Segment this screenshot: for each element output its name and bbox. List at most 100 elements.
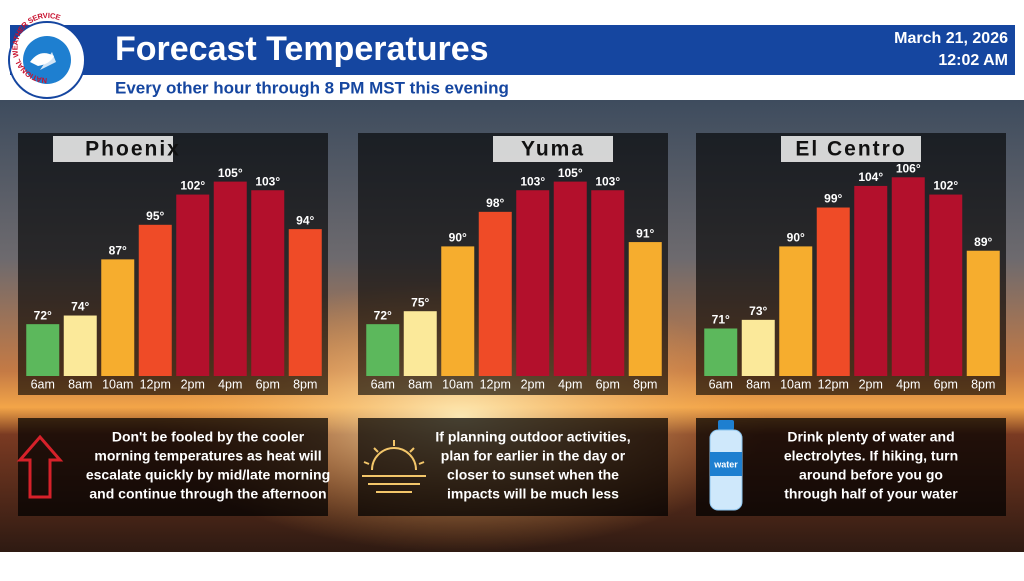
bar [741, 319, 775, 376]
value-label: 103° [595, 174, 620, 188]
x-tick-label: 8pm [633, 377, 657, 391]
sunset-icon [362, 440, 426, 493]
chart-title-box [493, 136, 613, 162]
value-label: 102° [180, 179, 205, 193]
tip-panel [18, 418, 328, 516]
bar [854, 185, 888, 376]
subtitle-bar [10, 75, 1015, 100]
bar [553, 181, 587, 376]
value-label: 74° [71, 300, 89, 314]
bar [441, 246, 475, 376]
x-tick-label: 10am [780, 377, 811, 391]
bar [403, 311, 437, 376]
x-tick-label: 8am [408, 377, 432, 391]
value-label: 98° [486, 196, 504, 210]
tip-text: and continue through the afternoon [89, 486, 326, 502]
x-tick-label: 6am [31, 377, 55, 391]
x-tick-label: 12pm [818, 377, 849, 391]
bar [63, 315, 97, 376]
header-time: 12:02 AM [938, 52, 1008, 69]
x-tick-label: 4pm [896, 377, 920, 391]
value-label: 90° [787, 231, 805, 245]
chart-title: El Centro [795, 138, 906, 161]
chart-title-box [781, 136, 921, 162]
tip-text: morning temperatures as heat will [94, 448, 321, 464]
chart-title-box [53, 136, 173, 162]
bar [288, 229, 322, 376]
value-label: 75° [411, 295, 429, 309]
bar [176, 194, 210, 376]
x-tick-label: 8am [746, 377, 770, 391]
tip-panel [358, 418, 668, 516]
x-tick-label: 4pm [218, 377, 242, 391]
value-label: 87° [109, 244, 127, 258]
value-label: 105° [218, 166, 243, 180]
bar [891, 177, 925, 376]
x-tick-label: 10am [442, 377, 473, 391]
value-label: 102° [933, 179, 958, 193]
bottle-label: water [713, 459, 738, 469]
x-tick-label: 6pm [596, 377, 620, 391]
x-tick-label: 6am [709, 377, 733, 391]
value-label: 103° [520, 174, 545, 188]
nws-logo: NATIONAL WEATHER SERVICE [8, 11, 86, 99]
bar [628, 242, 662, 376]
tip-text: Drink plenty of water and [787, 429, 954, 445]
x-tick-label: 8pm [971, 377, 995, 391]
value-label: 99° [824, 192, 842, 206]
bar [101, 259, 135, 376]
tip-text: Don't be fooled by the cooler [112, 429, 305, 445]
bar [251, 190, 285, 376]
tip-text: through half of your water [784, 486, 958, 502]
x-tick-label: 12pm [480, 377, 511, 391]
chart-title: Phoenix [85, 138, 181, 161]
tip-text: electrolytes. If hiking, turn [784, 448, 958, 464]
bar [478, 211, 512, 376]
x-tick-label: 2pm [859, 377, 883, 391]
x-tick-label: 8pm [293, 377, 317, 391]
value-label: 72° [374, 308, 392, 322]
value-label: 71° [712, 313, 730, 327]
chart-title: Yuma [521, 138, 585, 161]
bar [516, 190, 550, 376]
bar [213, 181, 247, 376]
bar [816, 207, 850, 376]
x-tick-label: 2pm [521, 377, 545, 391]
tip-text: plan for earlier in the day or [441, 448, 626, 464]
tip-text: around before you go [799, 467, 943, 483]
header-subtitle: Every other hour through 8 PM MST this e… [115, 78, 509, 97]
tip-text: closer to sunset when the [447, 467, 619, 483]
bar [966, 250, 1000, 376]
value-label: 105° [558, 166, 583, 180]
value-label: 72° [34, 308, 52, 322]
bar [366, 324, 400, 376]
water-bottle-icon: water [709, 420, 743, 511]
x-tick-label: 4pm [558, 377, 582, 391]
value-label: 106° [896, 161, 921, 175]
value-label: 104° [858, 170, 883, 184]
bar [779, 246, 813, 376]
x-tick-label: 12pm [140, 377, 171, 391]
arrow-icon [16, 434, 64, 499]
value-label: 89° [974, 235, 992, 249]
tip-text: escalate quickly by mid/late morning [86, 467, 330, 483]
bar [704, 328, 738, 376]
bar [138, 224, 172, 376]
x-tick-label: 10am [102, 377, 133, 391]
value-label: 90° [449, 231, 467, 245]
x-tick-label: 2pm [181, 377, 205, 391]
x-tick-label: 6pm [256, 377, 280, 391]
x-tick-label: 8am [68, 377, 92, 391]
bar [26, 324, 60, 376]
value-label: 73° [749, 304, 767, 318]
header-bar [10, 25, 1015, 75]
tip-text: If planning outdoor activities, [435, 429, 630, 445]
x-tick-label: 6am [371, 377, 395, 391]
value-label: 103° [255, 174, 280, 188]
x-tick-label: 6pm [934, 377, 958, 391]
value-label: 94° [296, 213, 314, 227]
header-date: March 21, 2026 [894, 30, 1008, 47]
header-title: Forecast Temperatures [115, 30, 489, 68]
